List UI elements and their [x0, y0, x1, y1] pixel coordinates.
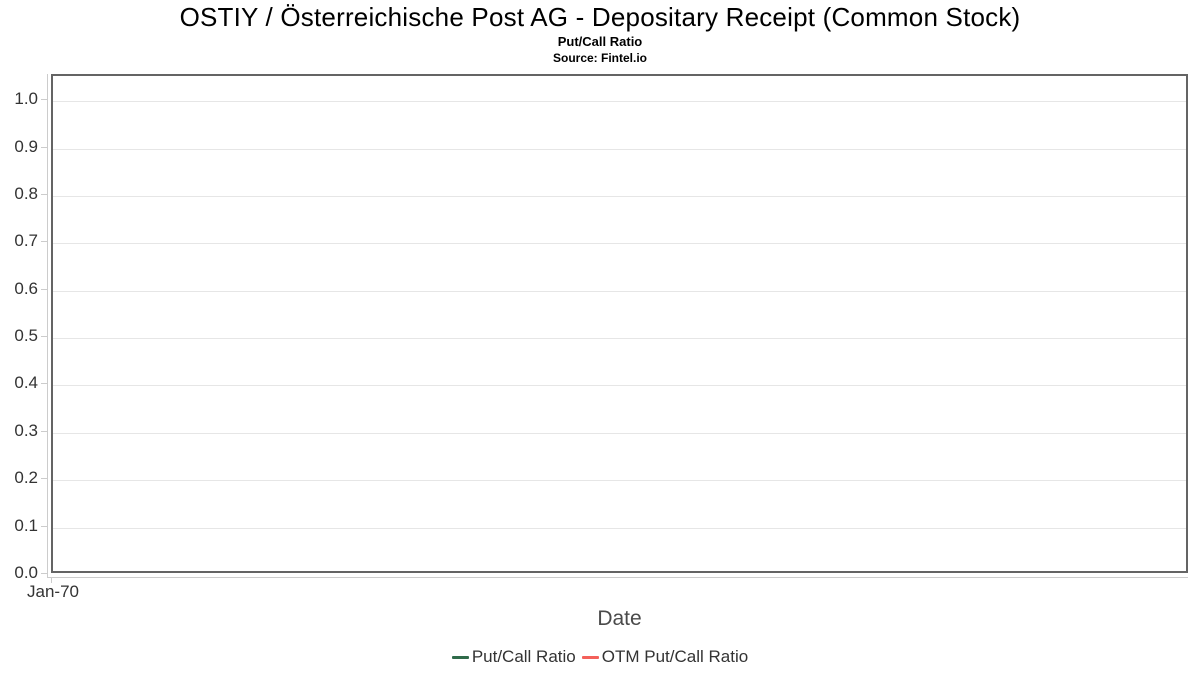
gridline	[53, 385, 1186, 387]
y-tick-label: 0.1	[14, 515, 38, 535]
y-tick-mark	[41, 288, 47, 290]
gridline	[53, 338, 1186, 340]
chart-legend: Put/Call Ratio OTM Put/Call Ratio	[0, 647, 1200, 667]
y-tick-mark	[41, 430, 47, 432]
y-tick-mark	[41, 525, 47, 527]
y-tick-mark	[41, 241, 47, 243]
legend-swatch-put-call-ratio	[451, 655, 469, 659]
x-axis-title: Date	[597, 607, 642, 630]
gridline	[53, 101, 1186, 103]
gridline	[53, 148, 1186, 150]
y-tick-label: 0.3	[14, 420, 38, 440]
legend-label-otm-put-call-ratio: OTM Put/Call Ratio	[601, 647, 749, 666]
y-tick-mark	[41, 193, 47, 195]
y-tick-label: 1.0	[14, 89, 38, 109]
x-axis-line	[47, 577, 1188, 578]
y-tick-label: 0.7	[14, 231, 38, 251]
y-tick-mark	[41, 146, 47, 148]
y-tick-label: 0.2	[14, 468, 38, 488]
legend-item-otm-put-call-ratio[interactable]: OTM Put/Call Ratio	[581, 647, 749, 667]
gridline	[53, 195, 1186, 197]
y-tick-mark	[41, 478, 47, 480]
y-tick-mark	[41, 573, 47, 574]
y-axis-line	[47, 74, 48, 578]
gridline	[53, 243, 1186, 245]
y-tick-label: 0.4	[14, 373, 38, 393]
gridline	[53, 432, 1186, 434]
chart-source-label: Source: Fintel.io	[552, 51, 647, 65]
y-tick-mark	[41, 336, 47, 338]
plot-area	[51, 74, 1188, 573]
y-tick-label: 0.9	[14, 136, 38, 156]
y-axis-ticks	[41, 74, 47, 578]
legend-label-put-call-ratio: Put/Call Ratio	[471, 647, 576, 666]
y-tick-mark	[41, 383, 47, 385]
gridline	[53, 527, 1186, 529]
y-axis-labels: 0.0 0.1 0.2 0.3 0.4 0.5 0.6 0.7 0.8 0.9 1.0	[0, 74, 41, 582]
gridline	[53, 290, 1186, 292]
y-tick-label: 0.0	[14, 563, 38, 582]
gridline	[53, 480, 1186, 482]
chart-subtitle: Put/Call Ratio	[557, 34, 643, 49]
y-tick-label: 0.8	[14, 183, 38, 203]
chart-title: OSTIY / Österreichische Post AG - Deposi…	[179, 2, 1021, 32]
y-tick-label: 0.6	[14, 278, 38, 298]
y-tick-label: 0.5	[14, 326, 38, 346]
legend-swatch-otm-put-call-ratio	[581, 655, 599, 659]
legend-item-put-call-ratio[interactable]: Put/Call Ratio	[451, 647, 576, 667]
y-tick-mark	[41, 99, 47, 101]
x-tick-label: Jan-70	[27, 582, 79, 601]
x-tick-mark	[51, 578, 52, 583]
